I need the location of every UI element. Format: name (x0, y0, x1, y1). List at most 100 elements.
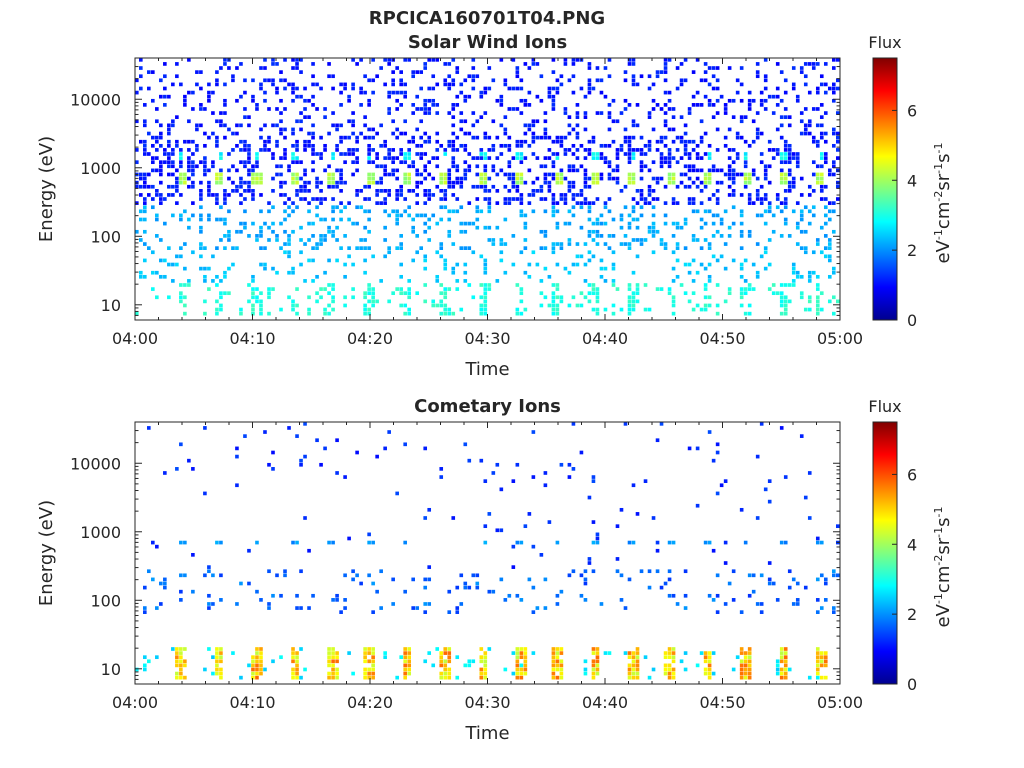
heatmap-cell (151, 287, 155, 291)
heatmap-cell (139, 172, 143, 177)
heatmap-cell (663, 201, 668, 205)
heatmap-cell (211, 573, 215, 578)
heatmap-cell (259, 659, 263, 664)
heatmap-cell (259, 66, 263, 70)
heatmap-cell (223, 274, 227, 279)
heatmap-cell (159, 258, 163, 263)
heatmap-cell (743, 176, 748, 181)
heatmap-cell (387, 193, 391, 197)
heatmap-cell (723, 540, 728, 545)
heatmap-cell (707, 152, 712, 156)
heatmap-cell (463, 172, 468, 177)
heatmap-cell (595, 111, 600, 115)
heatmap-cell (251, 303, 255, 308)
heatmap-cell (315, 180, 319, 185)
heatmap-cell (195, 148, 199, 152)
heatmap-cell (335, 655, 339, 660)
heatmap-cell (479, 176, 484, 181)
heatmap-cell (495, 172, 500, 177)
heatmap-cell (135, 184, 139, 189)
heatmap-cell (591, 221, 596, 226)
heatmap-cell (215, 139, 219, 144)
heatmap-cell (311, 258, 315, 263)
heatmap-cell (367, 148, 371, 152)
heatmap-cell (251, 659, 255, 664)
heatmap-cell (187, 90, 191, 95)
heatmap-cell (371, 287, 375, 291)
heatmap-cell (451, 78, 456, 83)
heatmap-cell (831, 127, 836, 132)
heatmap-cell (215, 663, 219, 668)
heatmap-cell (747, 176, 752, 181)
heatmap-cell (631, 667, 636, 672)
heatmap-cell (219, 168, 223, 173)
heatmap-cell (339, 209, 343, 214)
heatmap-cell (587, 495, 592, 500)
heatmap-cell (595, 217, 600, 222)
heatmap-cell (339, 90, 343, 95)
heatmap-cell (423, 266, 428, 271)
heatmap-cell (555, 593, 560, 598)
heatmap-cell (359, 131, 363, 136)
heatmap-cell (555, 156, 560, 160)
heatmap-cell (587, 176, 592, 181)
heatmap-cell (291, 176, 295, 181)
heatmap-cell (383, 82, 387, 87)
heatmap-cell (475, 581, 480, 586)
heatmap-cell (655, 438, 660, 443)
heatmap-cell (143, 205, 147, 210)
heatmap-cell (659, 176, 664, 181)
heatmap-cell (651, 205, 656, 210)
heatmap-cell (415, 107, 420, 111)
heatmap-cell (387, 107, 391, 111)
heatmap-cell (631, 540, 636, 545)
heatmap-cell (335, 148, 339, 152)
heatmap-cell (479, 94, 484, 99)
heatmap-cell (467, 283, 472, 287)
heatmap-cell (627, 246, 632, 250)
heatmap-cell (223, 58, 227, 62)
heatmap-cell (715, 303, 720, 308)
heatmap-cell (171, 160, 175, 165)
heatmap-cell (255, 659, 259, 664)
heatmap-cell (383, 164, 387, 169)
heatmap-cell (619, 507, 624, 512)
heatmap-cell (815, 303, 820, 308)
heatmap-cell (143, 119, 147, 124)
heatmap-cell (311, 279, 315, 283)
heatmap-cell (791, 184, 796, 189)
heatmap-cell (307, 238, 311, 242)
heatmap-cell (219, 647, 223, 651)
heatmap-cell (783, 107, 788, 111)
heatmap-cell (763, 58, 768, 62)
heatmap-cell (503, 197, 508, 201)
heatmap-cell (631, 659, 636, 664)
heatmap-cell (247, 234, 251, 238)
heatmap-cell (779, 123, 784, 128)
heatmap-cell (175, 184, 179, 189)
heatmap-cell (207, 135, 211, 140)
heatmap-cell (787, 180, 792, 185)
heatmap-cell (747, 663, 752, 668)
heatmap-cell (143, 655, 147, 660)
heatmap-cell (535, 62, 540, 66)
heatmap-cell (215, 647, 219, 651)
heatmap-cell (783, 115, 788, 119)
heatmap-cell (203, 491, 207, 496)
heatmap-cell (783, 475, 788, 479)
heatmap-cell (179, 152, 183, 156)
heatmap-cell (391, 291, 395, 296)
heatmap-cell (723, 103, 728, 107)
heatmap-cell (531, 544, 536, 549)
heatmap-cell (471, 184, 476, 189)
heatmap-cell (443, 303, 448, 308)
heatmap-cell (135, 90, 139, 95)
heatmap-cell (835, 78, 840, 83)
heatmap-cell (819, 103, 824, 107)
heatmap-cell (423, 131, 428, 136)
heatmap-cell (427, 565, 432, 569)
heatmap-cell (515, 152, 520, 156)
heatmap-cell (815, 242, 820, 246)
heatmap-cell (591, 667, 596, 672)
